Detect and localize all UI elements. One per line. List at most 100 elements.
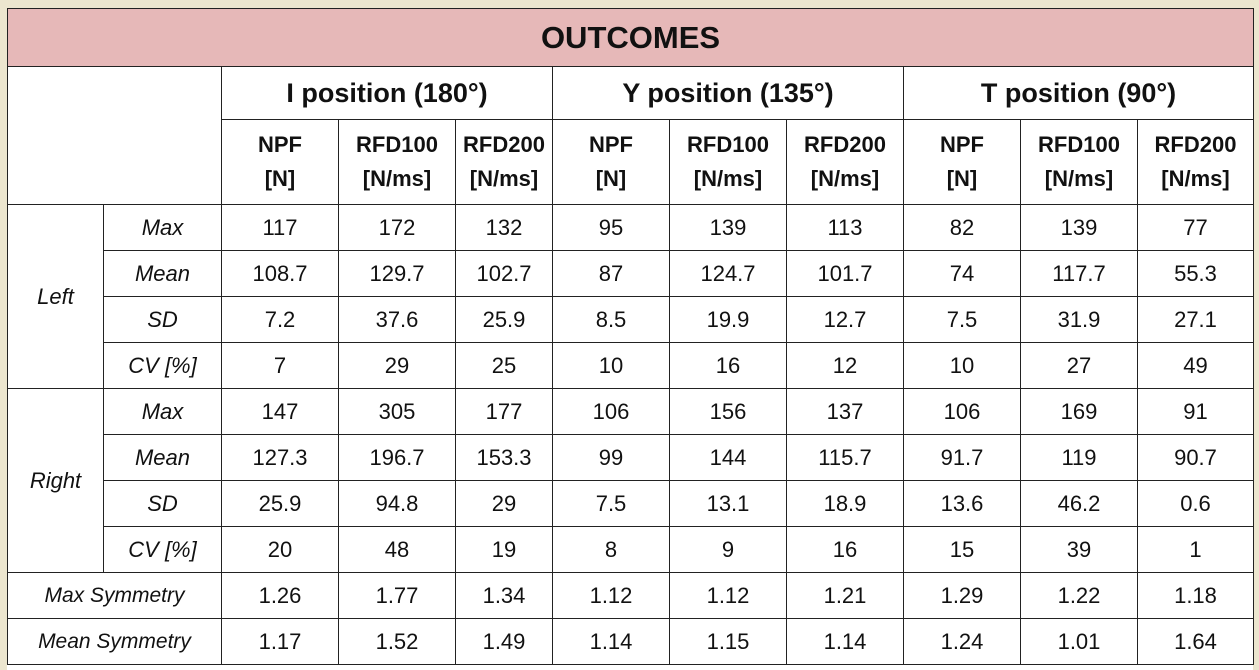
- table-cell: 1.24: [903, 618, 1021, 665]
- table-cell: 12: [786, 342, 904, 389]
- stat-label: Mean: [103, 250, 222, 297]
- column-name: NPF: [940, 132, 984, 157]
- table-row: Left Max 117 172 132 95 139 113 82 139 77: [7, 204, 1254, 389]
- table-cell: 10: [903, 342, 1021, 389]
- table-cell: 144: [669, 434, 787, 481]
- table-cell: 1: [1137, 526, 1254, 573]
- column-unit: [N/ms]: [810, 166, 880, 191]
- table-cell: 94.8: [338, 480, 456, 527]
- table-cell: 29: [455, 480, 553, 527]
- table-cell: 18.9: [786, 480, 904, 527]
- table-cell: 74: [903, 250, 1021, 297]
- table-cell: 305: [338, 388, 456, 435]
- column-name: NPF: [258, 132, 302, 157]
- column-header: RFD100 [N/ms]: [669, 119, 787, 205]
- column-name: NPF: [589, 132, 633, 157]
- stat-label: CV [%]: [103, 526, 222, 573]
- table-cell: 91: [1137, 388, 1254, 435]
- table-cell: 25.9: [455, 296, 553, 343]
- table-title: OUTCOMES: [7, 8, 1254, 67]
- table-cell: 1.29: [903, 572, 1021, 619]
- column-name: RFD100: [1038, 132, 1120, 157]
- table-cell: 46.2: [1020, 480, 1138, 527]
- table-row: Mean 108.7 129.7 102.7 87 124.7 101.7 74 117.7 55…: [8, 250, 1254, 297]
- table-row: SD 25.9 94.8 29 7.5 13.1 18.9 13.6 46.2 0.6: [8, 480, 1254, 527]
- table-cell: 1.64: [1137, 618, 1254, 665]
- table-cell: 1.26: [221, 572, 339, 619]
- table-cell: 12.7: [786, 296, 904, 343]
- table-cell: 55.3: [1137, 250, 1254, 297]
- column-header: NPF [N]: [221, 119, 339, 205]
- table-cell: 82: [903, 204, 1021, 251]
- table-cell: 1.17: [221, 618, 339, 665]
- outcomes-table: OUTCOMES I position (180°) Y position (1…: [7, 8, 1254, 665]
- table-cell: 25: [455, 342, 553, 389]
- table-cell: 13.6: [903, 480, 1021, 527]
- table-cell: 25.9: [221, 480, 339, 527]
- table-cell: 196.7: [338, 434, 456, 481]
- table-cell: 139: [1020, 204, 1138, 251]
- table-cell: 7.5: [552, 480, 670, 527]
- table-cell: 156: [669, 388, 787, 435]
- table-cell: 99: [552, 434, 670, 481]
- stat-label: Max: [103, 204, 222, 251]
- table-row: Max Symmetry 1.26 1.77 1.34 1.12 1.12 1.21 1.29…: [7, 572, 1254, 619]
- table-cell: 129.7: [338, 250, 456, 297]
- column-name: RFD100: [687, 132, 769, 157]
- table-cell: 119: [1020, 434, 1138, 481]
- position-header-y: Y position (135°): [552, 66, 904, 120]
- table-cell: 1.52: [338, 618, 456, 665]
- column-unit: [N]: [264, 166, 296, 191]
- table-cell: 16: [669, 342, 787, 389]
- table-cell: 124.7: [669, 250, 787, 297]
- stat-label: SD: [103, 296, 222, 343]
- column-header: RFD200 [N/ms]: [1137, 119, 1254, 205]
- table-cell: 48: [338, 526, 456, 573]
- table-cell: 87: [552, 250, 670, 297]
- table-cell: 172: [338, 204, 456, 251]
- table-cell: 8.5: [552, 296, 670, 343]
- table-cell: 20: [221, 526, 339, 573]
- column-unit: [N/ms]: [1161, 166, 1230, 191]
- column-unit: [N/ms]: [362, 166, 432, 191]
- table-cell: 177: [455, 388, 553, 435]
- table-cell: 90.7: [1137, 434, 1254, 481]
- table-cell: 7.5: [903, 296, 1021, 343]
- table-cell: 1.01: [1020, 618, 1138, 665]
- table-row: Mean 127.3 196.7 153.3 99 144 115.7 91.7 119 90.7: [8, 434, 1254, 481]
- table-cell: 15: [903, 526, 1021, 573]
- table-row: CV [%] 20 48 19 8 9 16 15 39 1: [8, 526, 1254, 573]
- table-cell: 106: [552, 388, 670, 435]
- column-unit: [N/ms]: [1044, 166, 1114, 191]
- table-cell: 115.7: [786, 434, 904, 481]
- table-cell: 31.9: [1020, 296, 1138, 343]
- column-header: RFD100 [N/ms]: [1020, 119, 1138, 205]
- table-cell: 19.9: [669, 296, 787, 343]
- side-label: Right: [7, 388, 104, 573]
- table-cell: 39: [1020, 526, 1138, 573]
- table-cell: 0.6: [1137, 480, 1254, 527]
- table-cell: 137: [786, 388, 904, 435]
- table-cell: 153.3: [455, 434, 553, 481]
- table-cell: 102.7: [455, 250, 553, 297]
- table-cell: 106: [903, 388, 1021, 435]
- table-cell: 1.12: [552, 572, 670, 619]
- table-row: SD 7.2 37.6 25.9 8.5 19.9 12.7 7.5 31.9 27.1: [8, 296, 1254, 343]
- table-cell: 127.3: [221, 434, 339, 481]
- table-cell: 1.21: [786, 572, 904, 619]
- table-cell: 91.7: [903, 434, 1021, 481]
- table-cell: 117: [221, 204, 339, 251]
- corner-blank: [7, 66, 222, 205]
- table-cell: 13.1: [669, 480, 787, 527]
- table-cell: 7: [221, 342, 339, 389]
- column-unit: [N]: [946, 166, 978, 191]
- table-cell: 9: [669, 526, 787, 573]
- table-cell: 139: [669, 204, 787, 251]
- table-cell: 1.22: [1020, 572, 1138, 619]
- table-cell: 37.6: [338, 296, 456, 343]
- table-cell: 27.1: [1137, 296, 1254, 343]
- stat-label: Mean: [103, 434, 222, 481]
- table-cell: 10: [552, 342, 670, 389]
- table-cell: 132: [455, 204, 553, 251]
- table-cell: 29: [338, 342, 456, 389]
